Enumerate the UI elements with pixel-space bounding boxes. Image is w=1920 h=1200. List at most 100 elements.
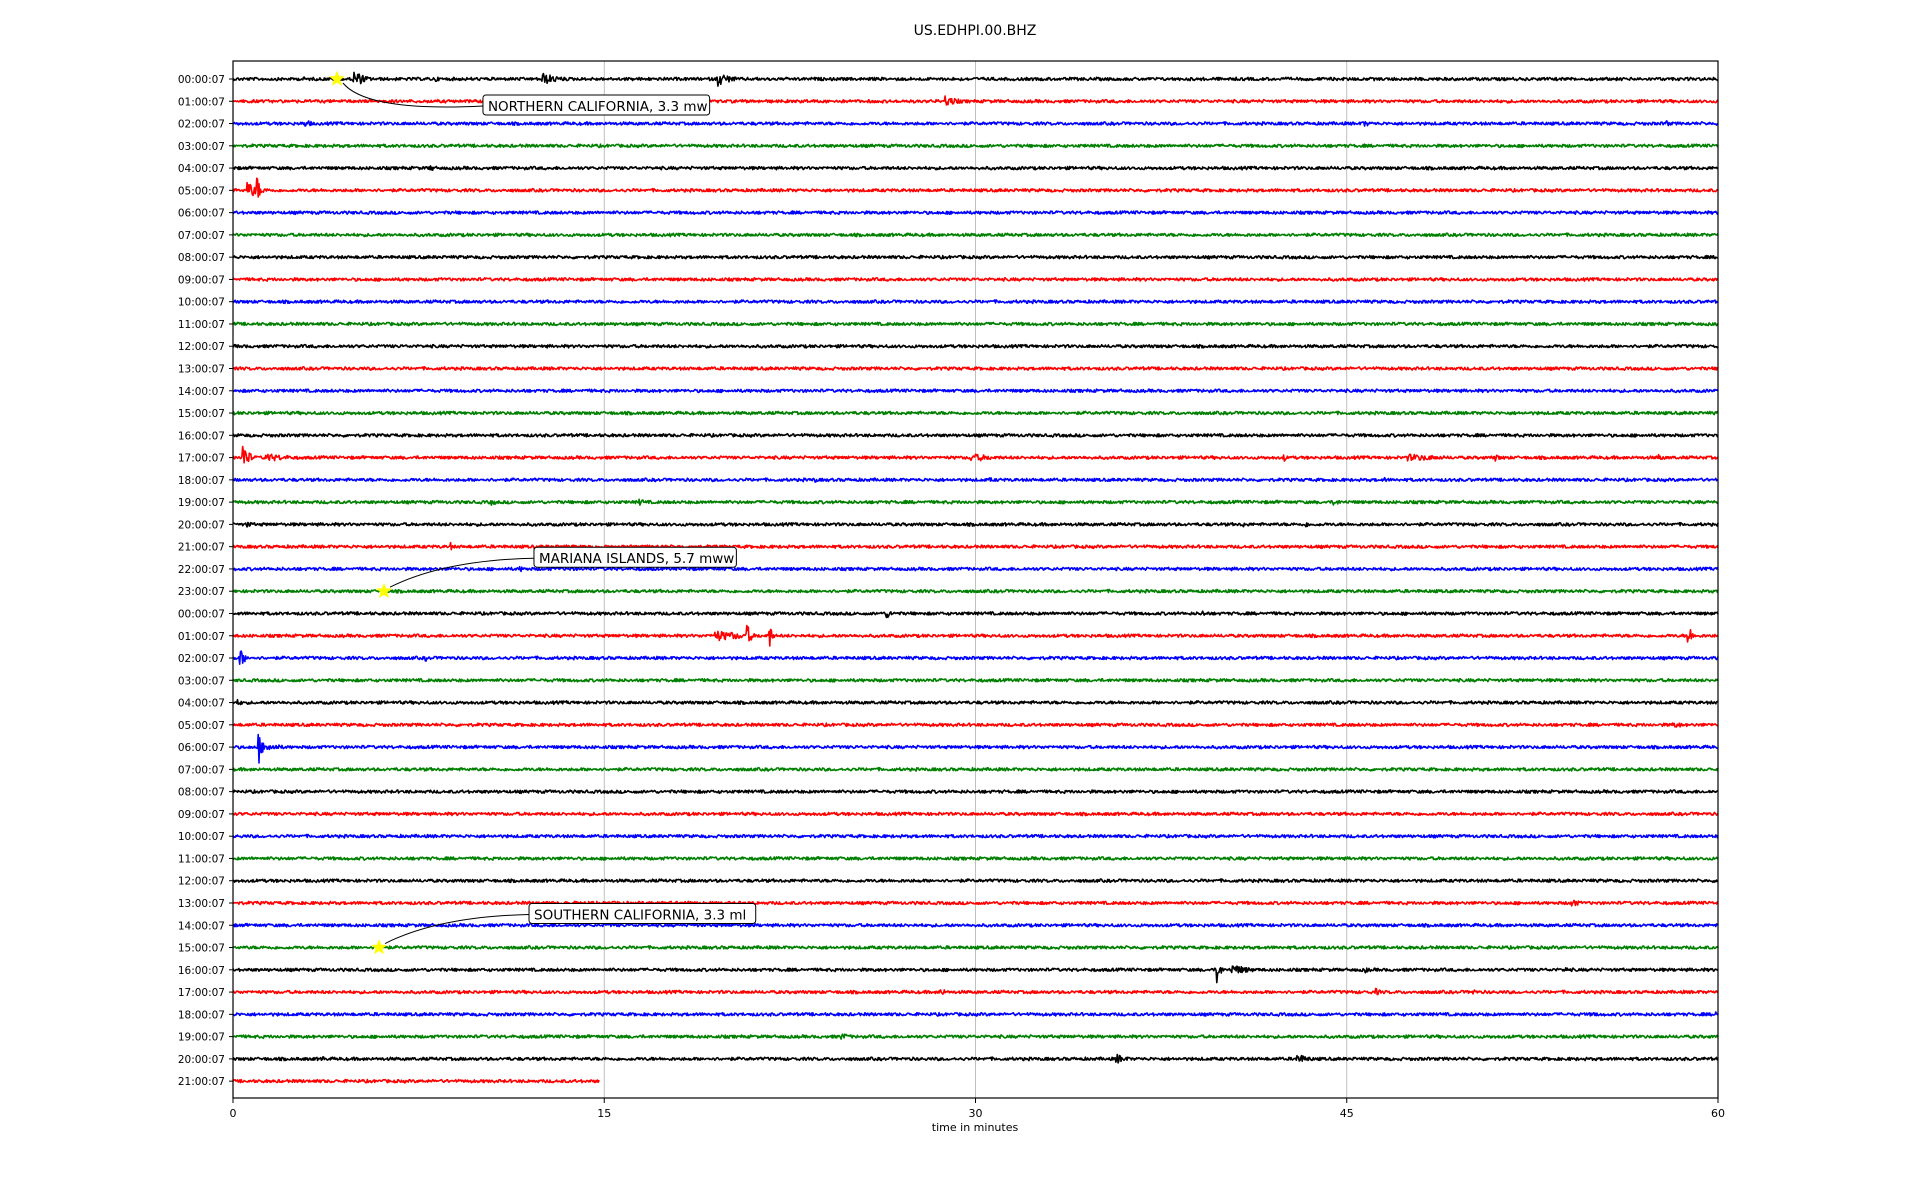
y-tick-label: 12:00:07 bbox=[178, 341, 225, 353]
gridlines bbox=[603, 61, 1348, 1098]
annotation-label: SOUTHERN CALIFORNIA, 3.3 ml bbox=[534, 908, 746, 924]
y-tick-labels: 00:00:07 01:00:07 02:00:07 03:00:07 04:00:07… bbox=[178, 74, 233, 1088]
y-tick-label: 21:00:07 bbox=[178, 542, 225, 554]
event-star-icon bbox=[328, 70, 345, 86]
annotation-box bbox=[533, 546, 737, 568]
y-tick-label: 05:00:07 bbox=[178, 720, 225, 732]
y-tick-label: 02:00:07 bbox=[178, 119, 225, 131]
y-tick-label: 17:00:07 bbox=[178, 987, 225, 999]
trace-row-12 bbox=[232, 343, 1719, 349]
y-tick-label: 02:00:07 bbox=[178, 653, 225, 665]
trace-row-32 bbox=[232, 789, 1719, 795]
trace-row-20 bbox=[232, 521, 1719, 528]
x-tick-label: 30 bbox=[969, 1107, 983, 1120]
y-tick-label: 14:00:07 bbox=[178, 920, 225, 932]
x-tick-label: 60 bbox=[1711, 1107, 1725, 1120]
y-tick-label: 08:00:07 bbox=[178, 252, 225, 264]
y-tick-label: 01:00:07 bbox=[178, 631, 225, 643]
trace-row-10 bbox=[232, 299, 1719, 305]
seismogram-traces bbox=[232, 71, 1719, 1084]
y-tick-label: 19:00:07 bbox=[178, 497, 225, 509]
y-tick-label: 07:00:07 bbox=[178, 230, 225, 242]
y-tick-label: 03:00:07 bbox=[178, 675, 225, 687]
annotation-box bbox=[482, 94, 711, 116]
trace-row-35 bbox=[232, 855, 1719, 861]
y-tick-label: 22:00:07 bbox=[178, 564, 225, 576]
trace-row-8 bbox=[232, 254, 1719, 260]
y-tick-label: 06:00:07 bbox=[178, 742, 225, 754]
trace-row-9 bbox=[232, 276, 1719, 282]
y-tick-label: 05:00:07 bbox=[178, 185, 225, 197]
trace-row-5 bbox=[232, 177, 1719, 198]
trace-row-44 bbox=[232, 1053, 1719, 1064]
trace-row-2 bbox=[232, 120, 1719, 127]
event-annotation: NORTHERN CALIFORNIA, 3.3 mw bbox=[328, 70, 711, 116]
trace-row-30 bbox=[232, 733, 1719, 764]
y-tick-label: 15:00:07 bbox=[178, 943, 225, 955]
trace-row-7 bbox=[232, 232, 1719, 238]
trace-row-39 bbox=[232, 944, 1719, 951]
y-tick-label: 10:00:07 bbox=[178, 831, 225, 843]
y-tick-label: 00:00:07 bbox=[178, 74, 225, 86]
trace-row-25 bbox=[232, 624, 1719, 647]
trace-row-6 bbox=[232, 210, 1719, 216]
y-tick-label: 16:00:07 bbox=[178, 430, 225, 442]
y-tick-label: 16:00:07 bbox=[178, 965, 225, 977]
y-tick-label: 14:00:07 bbox=[178, 386, 225, 398]
trace-row-19 bbox=[232, 498, 1719, 506]
annotation-connector bbox=[342, 82, 483, 108]
x-tick-label: 45 bbox=[1340, 1107, 1354, 1120]
y-tick-label: 07:00:07 bbox=[178, 764, 225, 776]
trace-row-0 bbox=[232, 71, 1719, 87]
x-tick-label: 0 bbox=[230, 1107, 237, 1120]
y-tick-label: 15:00:07 bbox=[178, 408, 225, 420]
x-tick-label: 15 bbox=[597, 1107, 611, 1120]
y-tick-label: 13:00:07 bbox=[178, 898, 225, 910]
x-axis-label: time in minutes bbox=[932, 1121, 1019, 1134]
annotation-connector bbox=[389, 557, 534, 588]
trace-row-22 bbox=[232, 565, 1719, 573]
trace-row-13 bbox=[232, 365, 1719, 372]
trace-row-41 bbox=[232, 987, 1719, 996]
trace-row-16 bbox=[232, 432, 1719, 438]
annotation-connector bbox=[384, 914, 530, 944]
trace-row-27 bbox=[232, 677, 1719, 683]
y-tick-label: 11:00:07 bbox=[178, 853, 225, 865]
trace-row-45 bbox=[232, 1078, 600, 1084]
trace-row-21 bbox=[232, 541, 1719, 551]
chart-title: US.EDHPI.00.BHZ bbox=[914, 23, 1037, 39]
trace-row-11 bbox=[232, 321, 1719, 327]
y-tick-label: 20:00:07 bbox=[178, 519, 225, 531]
trace-row-36 bbox=[232, 878, 1719, 884]
event-annotations: NORTHERN CALIFORNIA, 3.3 mw MARIANA ISLAN… bbox=[328, 70, 757, 955]
y-tick-label: 01:00:07 bbox=[178, 96, 225, 108]
trace-row-24 bbox=[232, 610, 1719, 619]
event-annotation: MARIANA ISLANDS, 5.7 mww bbox=[375, 546, 737, 599]
trace-row-34 bbox=[232, 833, 1719, 839]
trace-row-37 bbox=[232, 899, 1719, 907]
y-tick-label: 09:00:07 bbox=[178, 809, 225, 821]
y-tick-label: 06:00:07 bbox=[178, 208, 225, 220]
trace-row-4 bbox=[232, 165, 1719, 171]
trace-row-42 bbox=[232, 1011, 1719, 1017]
trace-row-28 bbox=[232, 698, 1719, 706]
trace-row-40 bbox=[232, 965, 1719, 984]
event-annotation: SOUTHERN CALIFORNIA, 3.3 ml bbox=[371, 903, 757, 955]
trace-row-18 bbox=[232, 476, 1719, 483]
event-star-icon bbox=[371, 939, 388, 955]
trace-row-1 bbox=[232, 95, 1719, 106]
annotation-box bbox=[528, 903, 757, 925]
y-tick-label: 04:00:07 bbox=[178, 163, 225, 175]
y-tick-label: 21:00:07 bbox=[178, 1076, 225, 1088]
trace-row-15 bbox=[232, 410, 1719, 416]
y-tick-label: 18:00:07 bbox=[178, 475, 225, 487]
trace-row-26 bbox=[232, 650, 1719, 666]
y-tick-label: 08:00:07 bbox=[178, 787, 225, 799]
trace-row-23 bbox=[232, 588, 1719, 594]
trace-row-43 bbox=[232, 1033, 1719, 1040]
y-tick-label: 20:00:07 bbox=[178, 1054, 225, 1066]
y-tick-label: 17:00:07 bbox=[178, 453, 225, 465]
x-axis: 0 15 30 45 60 bbox=[230, 1098, 1725, 1120]
trace-row-17 bbox=[232, 445, 1719, 464]
